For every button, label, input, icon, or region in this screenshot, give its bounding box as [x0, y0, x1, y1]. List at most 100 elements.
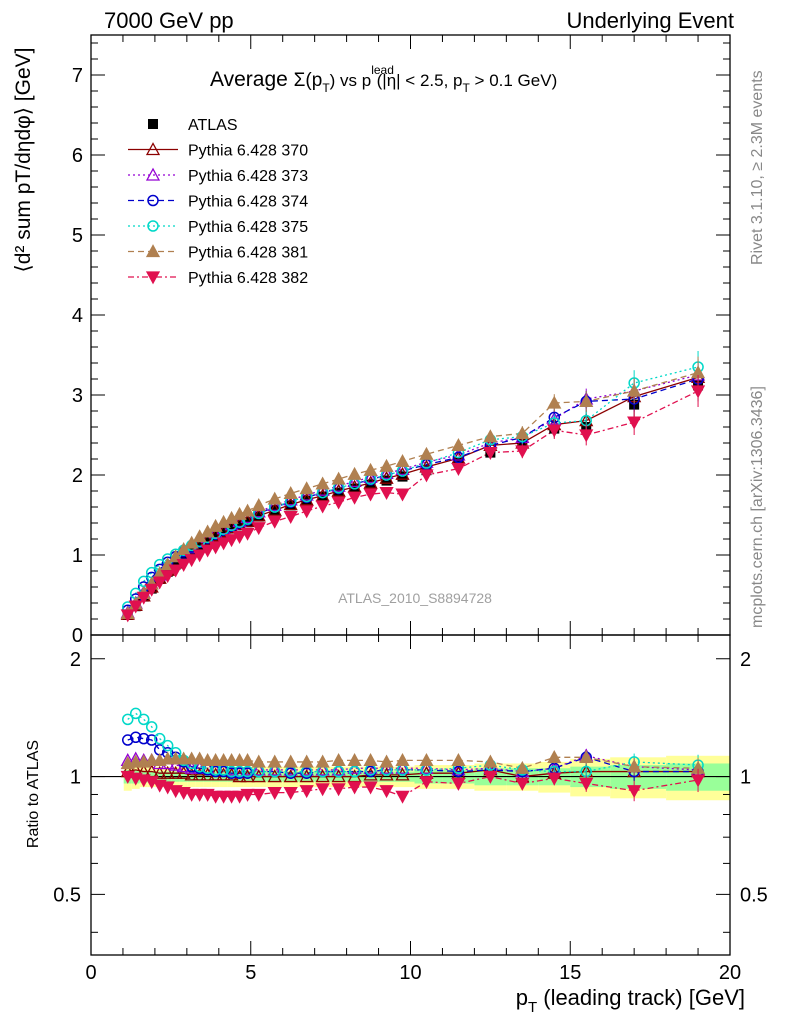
main-marker-373	[395, 462, 410, 476]
ratio-marker-374	[129, 731, 142, 744]
ratio-marker-374	[452, 765, 465, 778]
main-marker-381	[267, 491, 282, 505]
main-marker-370	[251, 508, 266, 522]
main-marker-382	[144, 583, 159, 597]
main-marker-382	[152, 576, 167, 590]
main-series-line-374	[127, 378, 699, 611]
main-marker-381	[483, 429, 498, 443]
legend-marker-370	[145, 142, 161, 156]
title-part-sigma: Σ(p	[294, 70, 323, 91]
ratio-marker-382	[331, 783, 346, 797]
axis-ticks: 0 5 10 15 20 0 1 2 3 4 5 6 7 0.5 0.5 1 1 2 2	[53, 35, 768, 984]
main-marker-381	[176, 542, 191, 556]
legend-marker-375	[147, 220, 159, 232]
ratio-marker-382	[347, 781, 362, 795]
ratio-marker-375	[241, 765, 254, 778]
ratio-marker-382	[251, 788, 266, 802]
main-marker-ATLAS	[234, 520, 245, 531]
main-marker-370	[395, 466, 410, 480]
ratio-marker-381	[192, 751, 207, 765]
main-marker-382	[331, 496, 346, 510]
ratio-marker-382	[363, 781, 378, 795]
ratio-marker-382	[283, 786, 298, 800]
main-marker-381	[547, 395, 562, 409]
main-marker-382	[208, 541, 223, 555]
ratio-marker-382	[690, 774, 706, 788]
main-marker-373	[451, 447, 466, 461]
main-marker-382	[363, 488, 378, 502]
legend-marker-374	[147, 194, 159, 207]
ratio-marker-373	[267, 762, 282, 776]
ratio-marker-381	[347, 753, 362, 767]
ratio-marker-375	[121, 713, 134, 726]
legend-label-381: Pythia 6.428 381	[188, 245, 308, 262]
ratio-marker-375	[225, 765, 238, 778]
main-marker-382	[483, 446, 498, 460]
mcplots-side-label: mcplots.cern.ch [arXiv:1306.3436]	[749, 386, 766, 628]
ratio-y-tick-label: 2	[70, 649, 81, 671]
legend-label-375: Pythia 6.428 375	[188, 219, 308, 236]
ratio-marker-370	[152, 765, 167, 779]
x-tick-label: 20	[719, 962, 741, 984]
ratio-marker-375	[137, 713, 150, 726]
main-marker-382	[379, 486, 394, 500]
legend: ATLAS Pythia 6.428 370 Pythia 6.428 373 Pyt…	[128, 117, 308, 287]
title-part-rest1: (|η| < 2.5, p	[372, 71, 463, 90]
main-marker-382	[515, 445, 530, 459]
ratio-y-tick-label-right: 1	[740, 767, 751, 789]
main-marker-381	[299, 481, 314, 495]
ratio-marker-382	[483, 770, 498, 784]
main-marker-382	[200, 544, 215, 558]
main-marker-381	[347, 466, 362, 480]
ratio-marker-370	[160, 765, 175, 779]
main-marker-381	[515, 426, 530, 440]
ratio-marker-381	[315, 754, 330, 768]
ratio-marker-382	[379, 785, 394, 799]
main-marker-373	[379, 466, 394, 480]
main-series-line-381	[127, 371, 699, 614]
main-marker-382	[251, 522, 266, 536]
ratio-y-tick-label-right: 0.5	[740, 884, 768, 906]
main-series-line-370	[127, 376, 699, 615]
ratio-marker-382	[419, 776, 434, 790]
main-marker-381	[331, 471, 346, 485]
ratio-marker-381	[267, 754, 282, 768]
ratio-marker-381	[547, 749, 562, 763]
title-part-close: ) vs p	[330, 71, 372, 90]
ratio-marker-381	[579, 749, 594, 763]
main-marker-373	[299, 487, 314, 501]
ratio-marker-373	[379, 760, 394, 774]
y-tick-label: 1	[72, 545, 83, 567]
ratio-marker-382	[627, 785, 642, 799]
ratio-marker-374	[137, 732, 150, 745]
y-tick-label: 4	[72, 305, 83, 327]
main-marker-381	[379, 458, 394, 472]
x-label-rest: (leading track) [GeV]	[537, 985, 745, 1010]
ratio-marker-381	[379, 754, 394, 768]
ratio-marker-373	[251, 762, 266, 776]
ratio-marker-382	[267, 786, 282, 800]
main-marker-382	[419, 469, 434, 483]
ratio-marker-382	[579, 777, 594, 791]
ratio-marker-375	[129, 707, 142, 720]
main-marker-381	[363, 462, 378, 476]
main-marker-382	[267, 515, 282, 529]
legend-label-382: Pythia 6.428 382	[188, 270, 308, 287]
main-marker-381	[419, 446, 434, 460]
ratio-marker-375	[145, 721, 158, 733]
ratio-marker-381	[299, 754, 314, 768]
ratio-marker-370	[184, 767, 199, 781]
ratio-y-tick-label: 0.5	[53, 884, 81, 906]
ratio-marker-381	[283, 754, 298, 768]
legend-marker-ATLAS	[148, 119, 158, 129]
ratio-marker-381	[363, 753, 378, 767]
main-marker-373	[251, 504, 266, 518]
main-marker-373	[363, 470, 378, 484]
main-marker-381	[283, 486, 298, 500]
ratio-marker-373	[451, 762, 466, 776]
ratio-marker-381	[419, 753, 434, 767]
main-marker-382	[184, 554, 199, 568]
main-series-line-373	[127, 374, 699, 614]
ratio-marker-382	[395, 790, 410, 804]
